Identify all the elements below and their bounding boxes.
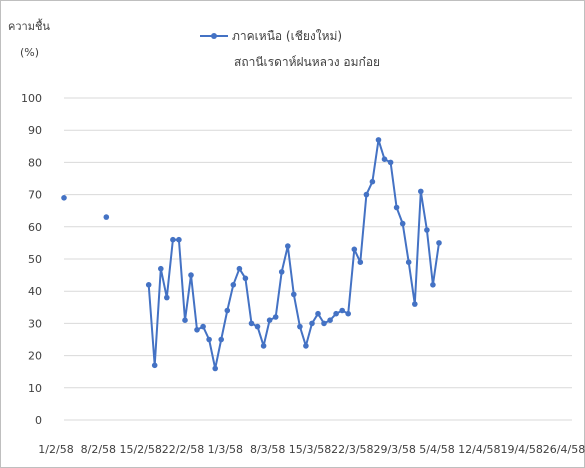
data-point: [200, 323, 206, 330]
data-point: [333, 310, 339, 317]
data-point: [291, 291, 297, 298]
y-tick-label: 40: [28, 285, 42, 298]
data-point: [236, 265, 243, 272]
data-point: [345, 310, 352, 317]
y-tick-label: 0: [35, 414, 42, 427]
x-tick-label: 22/3/58: [331, 443, 373, 456]
y-tick-label: 80: [28, 156, 42, 169]
data-point: [339, 307, 346, 314]
data-point: [206, 336, 212, 343]
y-axis-unit: (%): [20, 46, 39, 59]
data-point: [285, 243, 291, 249]
gridlines: [64, 97, 572, 421]
legend-marker-swatch: [211, 33, 217, 39]
y-tick-label: 50: [28, 253, 42, 266]
data-point: [297, 323, 303, 330]
data-point: [278, 269, 285, 275]
x-tick-label: 8/2/58: [81, 443, 116, 456]
data-point: [151, 362, 158, 369]
x-tick-label: 29/3/58: [373, 443, 415, 456]
data-point: [212, 365, 218, 372]
y-tick-label: 100: [21, 92, 42, 105]
x-tick-label: 26/4/58: [543, 443, 585, 456]
data-point: [351, 246, 358, 253]
data-point: [321, 320, 327, 327]
data-point: [254, 323, 261, 330]
data-point: [387, 159, 394, 166]
y-axis-label: ความชื้น: [8, 18, 50, 33]
data-point: [260, 343, 267, 349]
legend: ภาคเหนือ (เชียงใหม่): [200, 29, 342, 43]
x-tick-label: 1/2/58: [38, 443, 73, 456]
data-point: [375, 137, 382, 143]
x-tick-label: 8/3/58: [250, 443, 285, 456]
x-tick-label: 15/2/58: [119, 443, 161, 456]
x-tick-label: 12/4/58: [458, 443, 500, 456]
data-point: [103, 214, 110, 220]
data-point: [315, 310, 321, 317]
data-point: [224, 307, 231, 314]
data-point: [412, 301, 418, 307]
x-tick-label: 19/4/58: [500, 443, 542, 456]
series-layer: [61, 137, 442, 372]
data-point: [164, 294, 170, 301]
y-tick-label: 70: [28, 189, 42, 202]
data-point: [399, 220, 406, 227]
data-point: [424, 227, 430, 233]
data-point: [218, 336, 224, 343]
data-point: [357, 259, 364, 266]
data-point: [248, 320, 255, 327]
data-point: [381, 156, 388, 162]
data-point: [145, 282, 152, 288]
data-point: [158, 265, 164, 272]
data-point: [363, 191, 370, 198]
x-tick-label: 1/3/58: [208, 443, 243, 456]
data-point: [194, 327, 200, 333]
data-point: [182, 317, 188, 324]
y-tick-label: 90: [28, 124, 42, 137]
data-point: [418, 188, 424, 195]
data-point: [393, 204, 400, 211]
data-point: [405, 259, 412, 266]
data-point: [309, 320, 315, 327]
data-point: [61, 195, 67, 201]
x-tick-label: 15/3/58: [289, 443, 331, 456]
data-point: [230, 282, 237, 288]
data-point: [170, 236, 176, 243]
data-point: [176, 236, 182, 243]
y-axis-ticks: 0 10 20 30 40 50 60 70 80 90 100: [21, 92, 42, 427]
data-point: [303, 343, 309, 349]
data-point: [272, 314, 279, 320]
data-point: [430, 282, 436, 288]
data-point: [242, 275, 249, 282]
legend-series-label: ภาคเหนือ (เชียงใหม่): [232, 29, 342, 43]
y-tick-label: 10: [28, 382, 42, 395]
data-point: [436, 240, 442, 246]
data-point: [188, 272, 194, 278]
x-tick-label: 5/4/58: [419, 443, 454, 456]
chart-title: สถานีเรดาห์ฝนหลวง อมก๋อย: [234, 55, 380, 69]
y-tick-label: 20: [28, 350, 42, 363]
data-point: [369, 178, 376, 185]
y-tick-label: 30: [28, 317, 42, 330]
x-tick-label: 22/2/58: [162, 443, 204, 456]
data-point: [327, 317, 333, 324]
x-axis-ticks: 1/2/58 8/2/58 15/2/58 22/2/58 1/3/58 8/3/58 15…: [38, 443, 585, 456]
y-tick-label: 60: [28, 221, 42, 234]
data-point: [266, 317, 273, 324]
